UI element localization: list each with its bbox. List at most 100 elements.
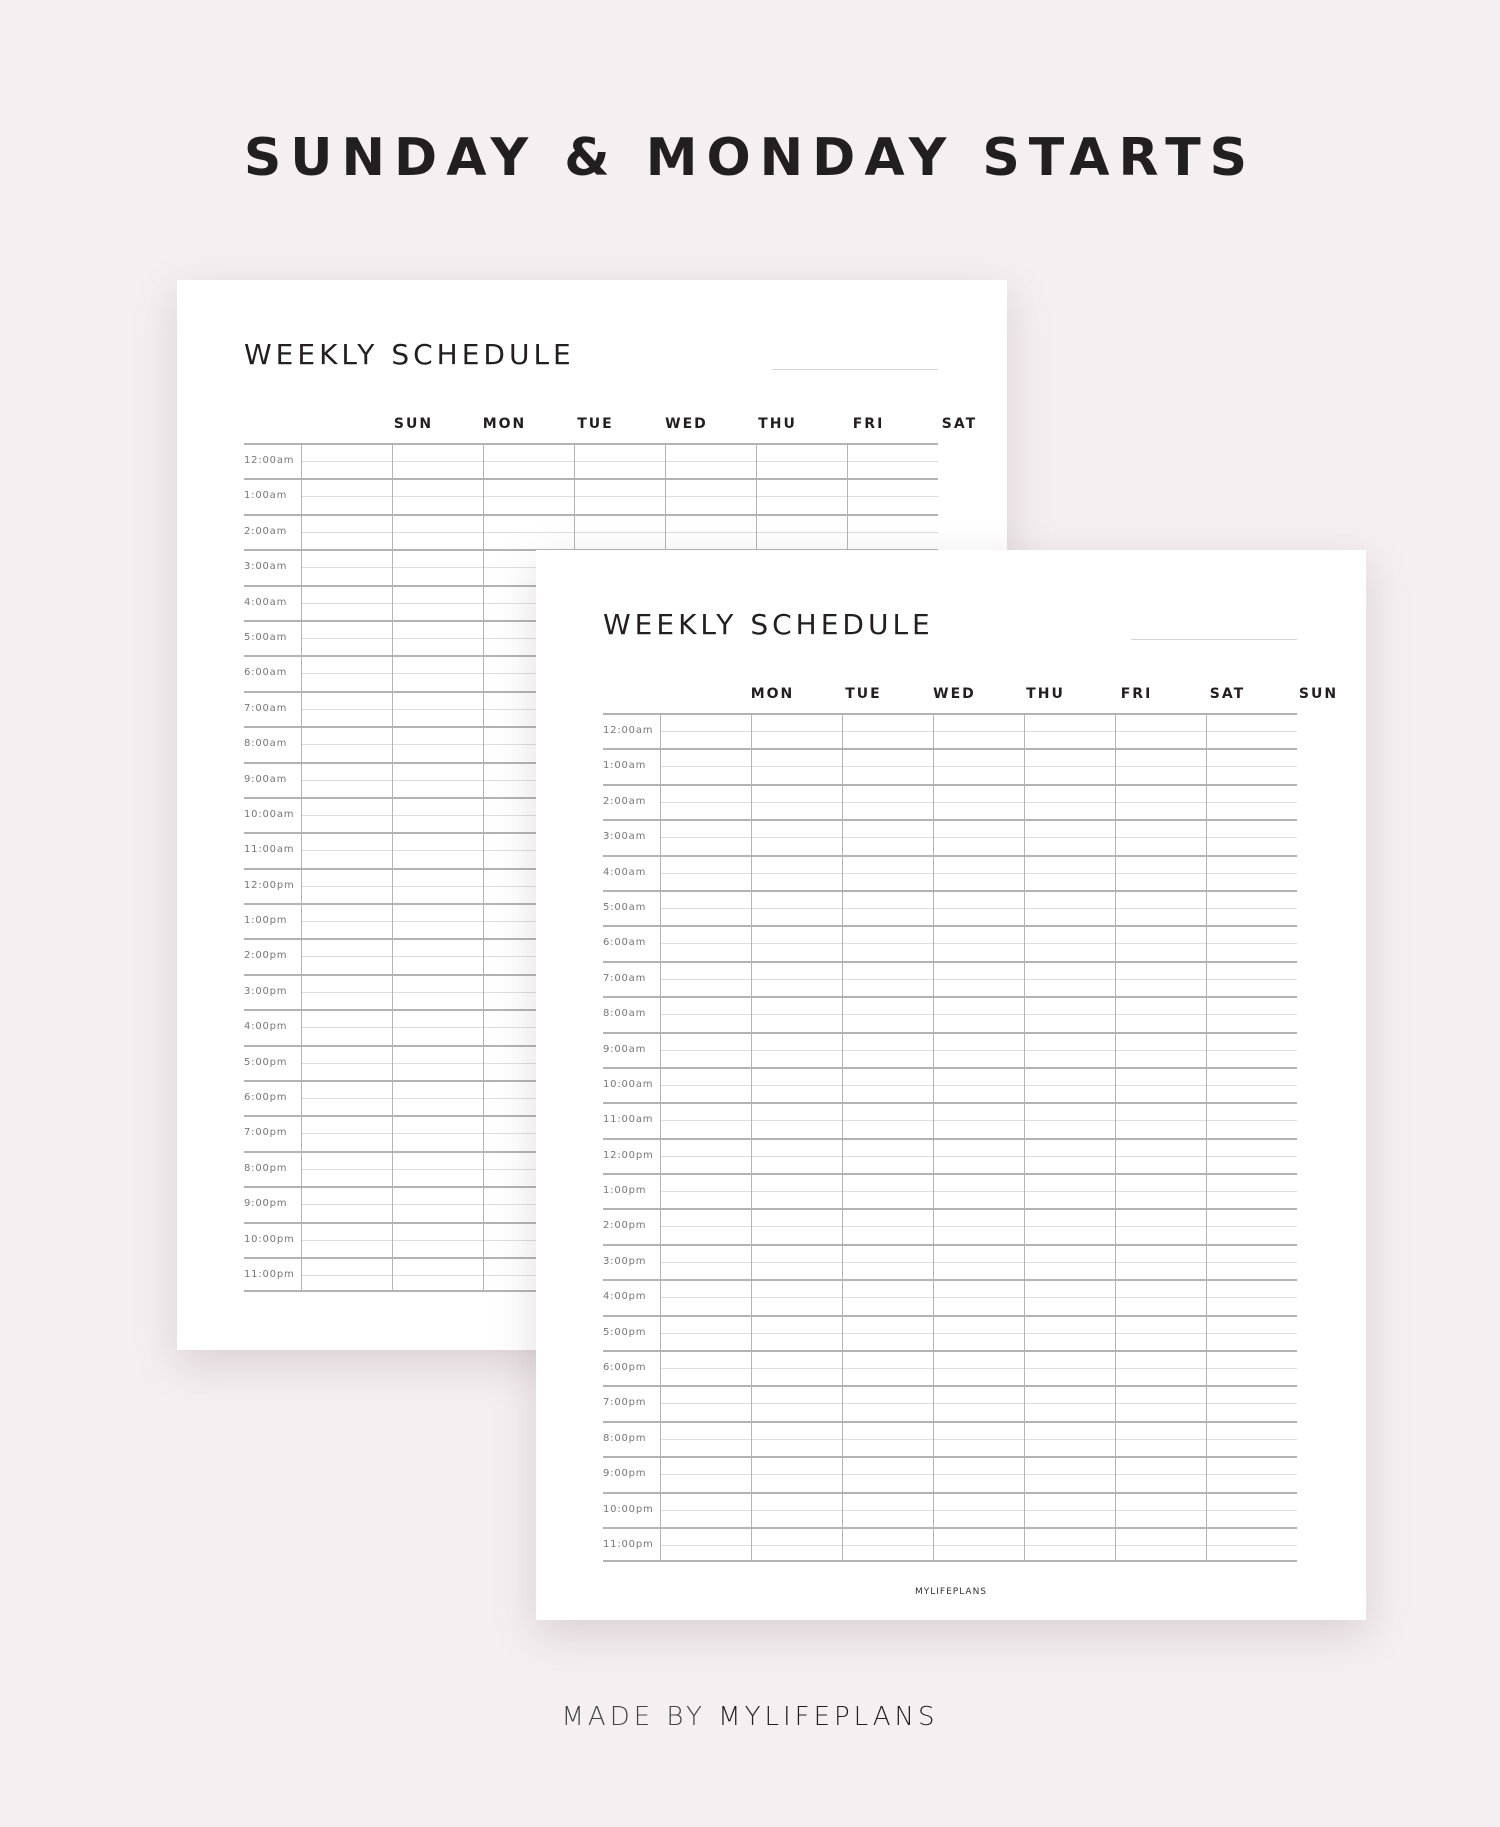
time-label: 4:00am (244, 596, 288, 608)
time-row: 7:00am (603, 960, 1297, 996)
time-label: 8:00am (244, 738, 288, 750)
time-label: 2:00am (244, 525, 288, 537)
half-hour-line (660, 1438, 1297, 1440)
half-hour-line (660, 1014, 1297, 1016)
time-label: 6:00pm (603, 1362, 647, 1374)
time-label: 12:00pm (603, 1149, 654, 1161)
half-hour-line (660, 1155, 1297, 1157)
half-hour-line (301, 531, 938, 533)
time-label: 1:00am (603, 760, 647, 772)
time-label: 11:00pm (603, 1538, 654, 1550)
time-label: 10:00am (603, 1078, 654, 1090)
time-label: 4:00pm (603, 1291, 647, 1303)
time-label: 1:00pm (603, 1185, 647, 1197)
half-hour-line (301, 496, 938, 498)
time-row: 2:00am (244, 513, 938, 549)
time-label: 9:00am (244, 773, 288, 785)
day-label: THU (1026, 686, 1065, 702)
day-label: WED (933, 686, 976, 702)
half-hour-line (660, 766, 1297, 768)
half-hour-line (301, 461, 938, 462)
day-header: SUN MON TUE WED THU FRI SAT (368, 416, 1005, 432)
half-hour-line (660, 1084, 1297, 1086)
time-row: 5:00am (603, 889, 1297, 925)
half-hour-line (660, 1544, 1297, 1546)
time-label: 5:00pm (603, 1326, 647, 1338)
half-hour-line (660, 872, 1297, 874)
credit-brand: MYLIFEPLANS (718, 1702, 939, 1732)
time-label: 12:00pm (244, 879, 295, 891)
time-label: 12:00am (603, 725, 654, 736)
half-hour-line (660, 1226, 1297, 1228)
credit-line: MADE BY MYLIFEPLANS (0, 1702, 1500, 1732)
time-label: 7:00pm (244, 1127, 288, 1139)
half-hour-line (660, 1261, 1297, 1263)
half-hour-line (660, 1332, 1297, 1334)
day-label: TUE (577, 416, 614, 432)
half-hour-line (660, 1403, 1297, 1405)
day-header: MON TUE WED THU FRI SAT SUN (727, 686, 1364, 702)
time-label: 3:00pm (244, 985, 288, 997)
time-label: 8:00pm (603, 1432, 647, 1444)
time-row: 4:00pm (603, 1279, 1297, 1314)
time-row: 8:00pm (603, 1420, 1297, 1456)
time-label: 2:00pm (603, 1220, 647, 1232)
time-label: 7:00am (244, 702, 288, 714)
main-heading: SUNDAY & MONDAY STARTS (243, 128, 1257, 188)
half-hour-line (660, 1120, 1297, 1122)
time-row: 8:00am (603, 996, 1297, 1031)
time-label: 5:00pm (244, 1056, 288, 1068)
schedule-page-monday-start: WEEKLY SCHEDULE MON TUE WED THU FRI SAT SUN 12:… (536, 550, 1366, 1620)
time-row: 1:00am (244, 478, 938, 513)
time-label: 7:00pm (603, 1397, 647, 1409)
time-row: 2:00am (603, 783, 1297, 819)
half-hour-line (660, 801, 1297, 803)
half-hour-line (660, 943, 1297, 945)
day-label: SUN (1298, 686, 1339, 702)
half-hour-line (660, 1368, 1297, 1370)
time-label: 2:00pm (244, 950, 288, 962)
time-label: 2:00am (603, 795, 647, 807)
time-row: 7:00pm (603, 1385, 1297, 1420)
time-row: 3:00am (603, 819, 1297, 854)
time-label: 11:00am (603, 1114, 654, 1126)
time-label: 11:00pm (244, 1268, 295, 1280)
half-hour-line (660, 907, 1297, 909)
time-row: 1:00am (603, 748, 1297, 783)
time-row: 2:00pm (603, 1208, 1297, 1243)
time-label: 1:00am (244, 490, 288, 502)
half-hour-line (660, 731, 1297, 732)
time-label: 9:00pm (603, 1468, 647, 1480)
time-row: 5:00pm (603, 1314, 1297, 1350)
time-label: 3:00am (603, 831, 647, 843)
half-hour-line (660, 1297, 1297, 1299)
day-label: FRI (852, 416, 885, 432)
credit-prefix: MADE BY (561, 1702, 706, 1732)
time-row: 4:00am (603, 854, 1297, 890)
day-label: SAT (941, 416, 978, 432)
time-label: 12:00am (244, 455, 295, 466)
time-label: 6:00am (244, 667, 288, 679)
day-label: WED (665, 416, 708, 432)
day-label: THU (758, 416, 797, 432)
time-row: 6:00am (603, 925, 1297, 960)
day-label: TUE (845, 686, 882, 702)
time-label: 6:00am (603, 937, 647, 949)
title-line (772, 369, 938, 370)
time-label: 5:00am (244, 631, 288, 643)
time-row: 12:00am (603, 713, 1297, 748)
half-hour-line (660, 837, 1297, 839)
time-row: 11:00pm (603, 1526, 1297, 1563)
schedule-grid: MON TUE WED THU FRI SAT SUN 12:00am 1:00am 2:00am… (603, 686, 1336, 1563)
half-hour-line (660, 1474, 1297, 1476)
time-row: 9:00pm (603, 1456, 1297, 1491)
time-row: 11:00am (603, 1102, 1297, 1137)
page-title: WEEKLY SCHEDULE (603, 608, 934, 641)
time-label: 5:00am (603, 901, 647, 913)
time-label: 8:00am (603, 1008, 647, 1020)
time-label: 1:00pm (244, 915, 288, 927)
day-label: MON (482, 416, 527, 432)
time-label: 3:00pm (603, 1255, 647, 1267)
time-label: 9:00pm (244, 1198, 288, 1210)
time-label: 11:00am (244, 844, 295, 856)
